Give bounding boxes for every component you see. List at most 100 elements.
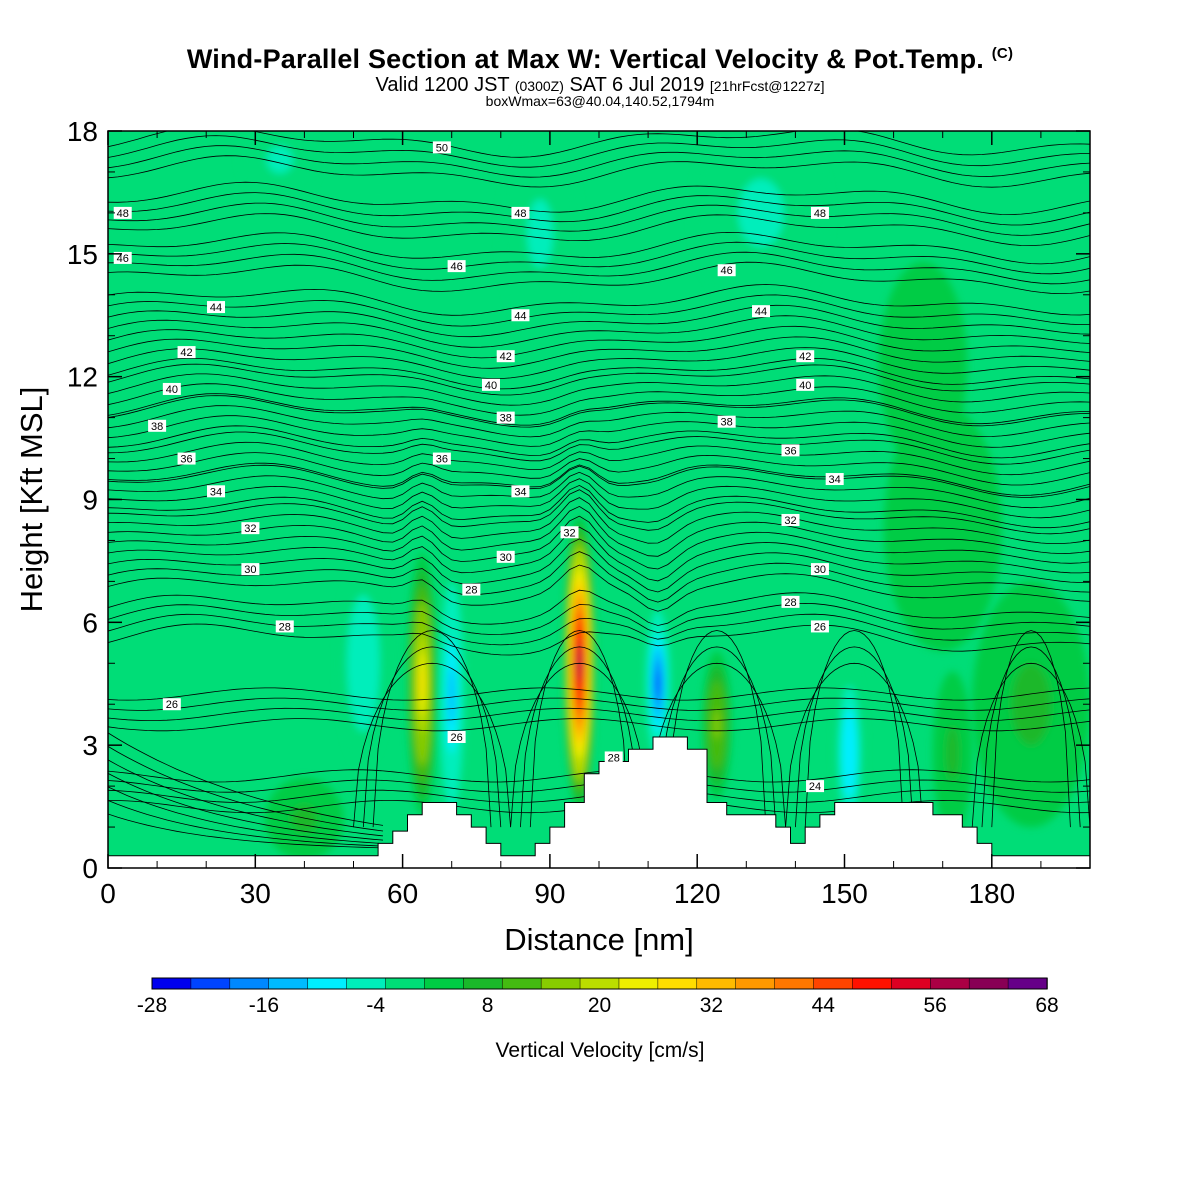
y-tick-label: 15 — [67, 239, 98, 270]
contour-label-box — [796, 350, 815, 363]
w-level — [526, 199, 554, 268]
contour-label-32: 32 — [244, 523, 256, 535]
contour-label-40: 40 — [485, 380, 497, 392]
theta-contour-30 — [108, 564, 1090, 612]
colorbar-label: 8 — [482, 994, 494, 1017]
colorbar-label: 68 — [1035, 994, 1058, 1017]
contour-label-46: 46 — [450, 261, 462, 273]
subtitle-valid: Valid 1200 JST — [375, 74, 510, 96]
w-cell-13 — [932, 671, 973, 836]
colorbar-swatch — [307, 977, 348, 990]
contour-label-24: 24 — [809, 781, 821, 793]
theta-contour-30-sub1 — [108, 551, 1090, 603]
colorbar-swatch — [1007, 977, 1048, 990]
theta-contour-38-sub1 — [108, 415, 1090, 448]
contour-label-box — [177, 452, 196, 465]
contour-label-48: 48 — [514, 208, 526, 220]
x-tick-label: 60 — [387, 878, 418, 909]
contour-label-box — [207, 301, 226, 314]
theta-contour-48-sub1 — [108, 202, 1090, 236]
theta-contour-dome-5 — [981, 646, 1081, 828]
theta-contour-34-sub2 — [108, 471, 1090, 509]
colorbar: -28 -16 -4 8 20 32 44 56 68 Vertical Velocity [cm… — [137, 977, 1059, 1062]
x-tick-label: 150 — [821, 878, 868, 909]
colorbar-swatch — [540, 977, 581, 990]
theta-contour-40 — [108, 393, 1090, 426]
contour-label-box — [241, 563, 260, 576]
w-level — [845, 730, 854, 776]
contour-label-box — [560, 526, 579, 539]
colorbar-swatch — [852, 977, 893, 990]
w-level — [655, 671, 660, 697]
theta-contour-dome-3 — [667, 630, 767, 828]
theta-contour-42-sub3 — [108, 325, 1090, 359]
theta-contour-26-sub1 — [108, 707, 1090, 722]
contour-label-30: 30 — [814, 564, 826, 576]
theta-contour-lowlevel — [108, 813, 384, 849]
theta-contour-40-sub1 — [108, 383, 1090, 416]
colorbar-swatch — [735, 977, 776, 990]
w-cell-1 — [407, 552, 437, 815]
contour-label-28: 28 — [279, 621, 291, 633]
theta-contour-44-sub1 — [108, 304, 1090, 338]
contour-label-38: 38 — [721, 417, 733, 429]
contour-label-30: 30 — [244, 564, 256, 576]
chart-subsubtitle: boxWmax=63@40.04,140.52,1794m — [485, 93, 715, 109]
y-tick-label: 9 — [82, 485, 98, 516]
colorbar-swatch — [774, 977, 815, 990]
colorbar-swatch — [463, 977, 503, 990]
theta-contour-46-sub1 — [108, 251, 1090, 285]
theta-contour-38-sub3 — [108, 395, 1090, 428]
theta-contour-50 — [108, 155, 1090, 188]
w-level — [448, 667, 455, 725]
contour-label-box — [432, 452, 451, 465]
theta-contour-dome-4 — [804, 630, 904, 828]
contour-label-26: 26 — [450, 732, 462, 744]
y-axis-label: Height [Kft MSL] — [14, 387, 49, 613]
contour-label-box — [806, 780, 825, 793]
theta-contour-50-sub1 — [108, 145, 1090, 178]
w-cell-9 — [500, 131, 580, 336]
subtitle-utc: (0300Z) — [514, 78, 564, 94]
contour-label-box — [481, 378, 500, 391]
colorbar-label: -28 — [137, 994, 167, 1017]
colorbar-label: -16 — [249, 994, 279, 1017]
theta-contour-dome-5 — [971, 662, 1090, 828]
theta-contour-26-sub3 — [108, 687, 1090, 701]
theta-contour-48 — [108, 213, 1090, 247]
colorbar-swatch — [268, 977, 309, 990]
chart-subtitle: Valid 1200 JST (0300Z) SAT 6 Jul 2019 [2… — [0, 74, 1200, 97]
colorbar-swatch — [385, 977, 426, 990]
theta-contour-32-sub3 — [108, 489, 1090, 535]
contour-label-box — [432, 141, 451, 154]
colorbar-swatch — [151, 977, 192, 990]
contour-label-box — [162, 698, 181, 711]
theta-contour-dome-1 — [372, 630, 492, 828]
w-level — [291, 805, 318, 833]
contour-label-42: 42 — [500, 351, 512, 363]
contour-label-box — [511, 485, 530, 498]
theta-contour-28-sub3 — [108, 589, 1090, 626]
theta-contour-dome-3 — [647, 662, 786, 828]
contour-label-28: 28 — [608, 752, 620, 764]
theta-contour-48-sub3 — [108, 181, 1090, 216]
theta-contour-46-sub2 — [108, 241, 1090, 275]
w-level — [266, 146, 293, 174]
contour-label-26: 26 — [166, 699, 178, 711]
theta-contour-dome-2 — [529, 630, 629, 828]
w-level — [420, 667, 425, 701]
theta-contour-50-sub3 — [108, 131, 1090, 158]
copyright-mark: (C) — [991, 45, 1014, 62]
theta-contour-lowlevel — [108, 759, 384, 837]
colorbar-swatch — [229, 977, 270, 990]
contour-label-box — [275, 620, 294, 633]
x-axis-label: Distance [nm] — [504, 922, 694, 957]
contour-label-44: 44 — [210, 302, 222, 314]
contour-label-28: 28 — [784, 597, 796, 609]
contour-label-30: 30 — [500, 552, 512, 564]
w-cell-14 — [265, 777, 344, 860]
contour-label-box — [177, 346, 196, 359]
contour-label-box — [162, 382, 181, 395]
contour-label-42: 42 — [799, 351, 811, 363]
